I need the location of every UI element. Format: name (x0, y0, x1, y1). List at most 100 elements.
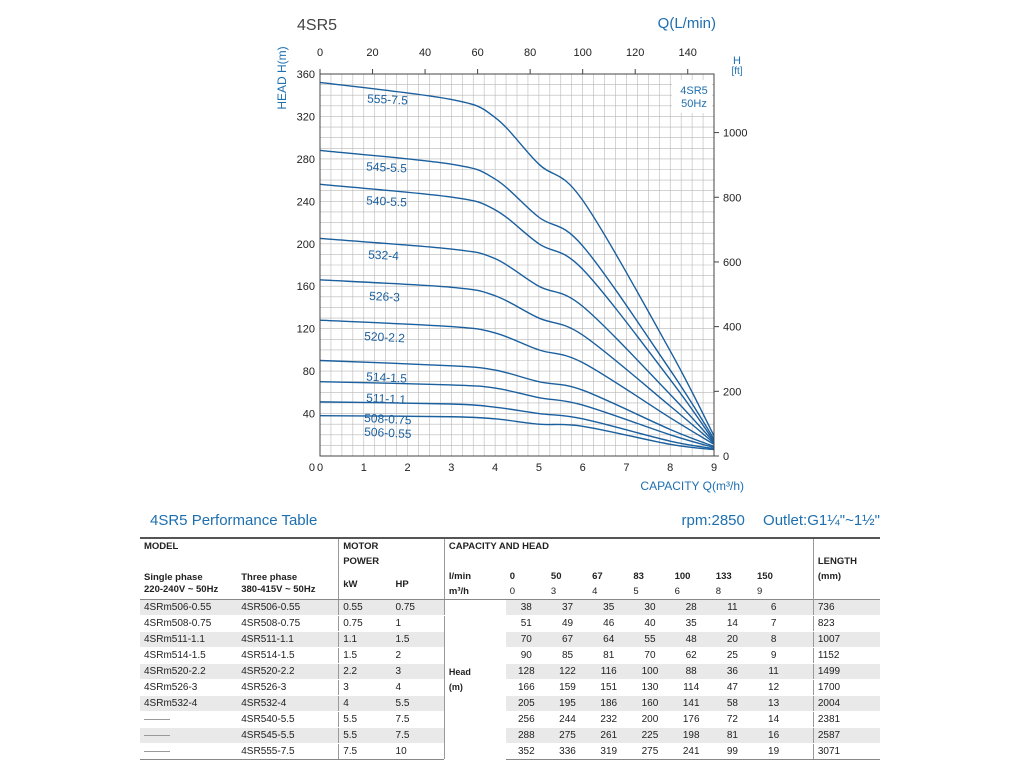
head-value: 40 (629, 615, 671, 632)
spacer-cell (794, 711, 814, 728)
three-phase-model: 4SR514-1.5 (237, 647, 339, 664)
head-value: 160 (629, 695, 671, 712)
head-value: 11 (753, 663, 795, 680)
single-phase-line2: 220-240V ~ 50Hz (144, 584, 219, 595)
head-value: 225 (629, 727, 671, 744)
head-value: 90 (505, 647, 547, 664)
kw-header: kW (338, 569, 392, 600)
head-value: 88 (670, 663, 712, 680)
lmin-value: 83 (629, 569, 671, 584)
power-kw: 1.5 (338, 647, 392, 664)
three-phase-line2: 380-415V ~ 50Hz (241, 584, 316, 595)
x-tick-label: 5 (536, 462, 542, 474)
y-axis-label: HEAD H(m) (275, 46, 289, 109)
legend-box-freq: 50Hz (681, 98, 707, 110)
three-phase-model: 4SR506-0.55 (237, 599, 339, 616)
table-m3h-row: m³/h 0 3 4 5 6 8 9 (140, 584, 880, 600)
curve-label: 508-0.75 (364, 411, 412, 427)
head-value: 11 (711, 599, 753, 616)
lmin-value: 150 (753, 569, 795, 584)
y-tick-label: 320 (297, 111, 315, 123)
chart-grid (320, 74, 714, 456)
table-header-row: MODEL MOTOR POWER CAPACITY AND HEAD LENGT… (140, 538, 880, 600)
x-tick-label: 2 (404, 462, 410, 474)
single-phase-header: Single phase 220-240V ~ 50Hz (140, 569, 238, 600)
curve-label: 526-3 (369, 289, 401, 305)
head-value: 14 (753, 711, 795, 728)
head-value: 200 (629, 711, 671, 728)
head-value: 99 (711, 743, 753, 760)
right-axis-label-h: H (733, 55, 741, 67)
right-tick-label: 600 (723, 257, 741, 269)
head-value: 176 (670, 711, 712, 728)
head-value: 85 (546, 647, 589, 664)
table-row: 4SRm526-3 4SR526-3 3 4 166 159 151 130 114 47 12 17… (140, 679, 880, 696)
three-phase-model: 4SR520-2.2 (237, 663, 339, 680)
single-phase-model: 4SRm532-4 (140, 695, 238, 712)
head-value: 49 (546, 615, 589, 632)
empty-dash (144, 750, 170, 752)
table-row: 4SRm508-0.75 4SR508-0.75 0.75 1 51 49 46 40 35 14… (140, 615, 880, 632)
three-phase-model: 4SR545-5.5 (237, 727, 339, 744)
top-tick-label: 80 (524, 47, 536, 59)
head-value: 81 (711, 727, 753, 744)
legend-box (672, 80, 712, 113)
right-tick-label: 400 (723, 322, 741, 334)
x-tick-label: 8 (667, 462, 673, 474)
single-phase-line1: Single phase (144, 572, 203, 583)
table-meta: rpm:2850 Outlet:G1¼"~1½" (667, 512, 880, 529)
curve-label: 532-4 (368, 247, 400, 263)
y-tick-label: 240 (297, 196, 315, 208)
top-tick-label: 140 (679, 47, 697, 59)
head-value: 46 (588, 615, 630, 632)
curve-label: 545-5.5 (366, 159, 408, 175)
spacer-cell (794, 584, 814, 600)
lmin-value: 100 (670, 569, 712, 584)
lmin-value: 133 (711, 569, 753, 584)
hp-header: HP (391, 569, 445, 600)
curve-526-3 (319, 279, 715, 444)
y-tick-label: 0 (309, 462, 315, 474)
head-label-line1: Head (448, 666, 471, 677)
length-mm: 2587 (812, 727, 880, 744)
head-value: 275 (629, 743, 671, 760)
head-value: 70 (629, 647, 671, 664)
right-axis-label-ft: [ft] (731, 66, 742, 77)
power-kw: 7.5 (338, 743, 392, 760)
curve-555-7.5 (319, 81, 715, 437)
rpm-label: rpm:2850 (681, 512, 745, 529)
top-tick-label: 100 (573, 47, 591, 59)
top-tick-label: 0 (317, 47, 323, 59)
three-phase-model: 4SR532-4 (237, 695, 339, 712)
x-tick-label: 0 (317, 462, 323, 474)
three-phase-model: 4SR508-0.75 (237, 615, 339, 632)
head-value: 122 (546, 663, 589, 680)
single-phase-model (140, 727, 238, 744)
performance-table: MODEL MOTOR POWER CAPACITY AND HEAD LENGT… (140, 537, 880, 760)
head-value: 38 (505, 599, 547, 616)
head-value: 37 (546, 599, 589, 616)
head-value: 256 (505, 711, 547, 728)
curve-label: 520-2.2 (364, 329, 406, 345)
head-value: 114 (670, 679, 712, 696)
curve-511-1.1 (319, 381, 715, 449)
power-hp: 5.5 (391, 695, 445, 712)
single-phase-model: 4SRm514-1.5 (140, 647, 238, 664)
length-mm: 2004 (812, 695, 880, 712)
head-value: 8 (753, 631, 795, 648)
table-row: 4SRm520-2.2 4SR520-2.2 2.2 3 128 122 116 100 88 3… (140, 663, 880, 680)
m3h-value: 3 (546, 584, 589, 600)
three-phase-model: 4SR540-5.5 (237, 711, 339, 728)
x-tick-label: 6 (580, 462, 586, 474)
right-tick-label: 0 (723, 451, 729, 463)
three-phase-header: Three phase 380-415V ~ 50Hz (237, 569, 339, 600)
table-row: 4SRm532-4 4SR532-4 4 5.5 205 195 186 160 141 58 13… (140, 695, 880, 712)
head-value: 151 (588, 679, 630, 696)
curve-label: 555-7.5 (367, 92, 409, 108)
m3h-value: 6 (670, 584, 712, 600)
power-kw: 0.75 (338, 615, 392, 632)
head-value: 67 (546, 631, 589, 648)
x-tick-label: 4 (492, 462, 498, 474)
head-value: 319 (588, 743, 630, 760)
